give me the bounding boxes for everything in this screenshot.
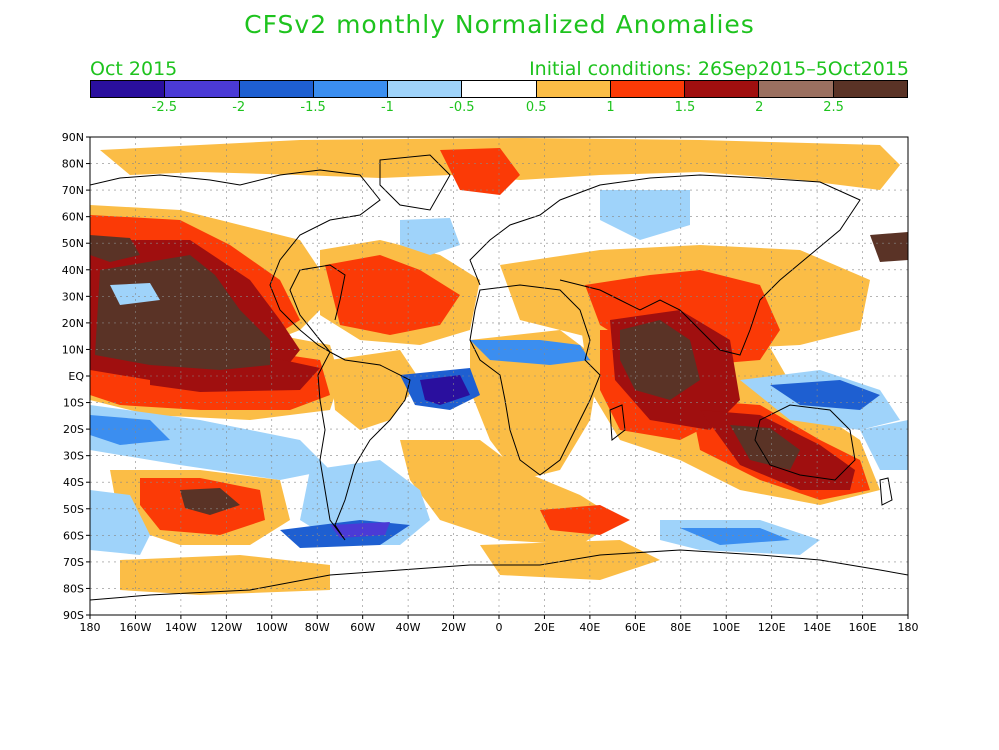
lon-label: 20W [441, 621, 466, 634]
australia-extreme-anomaly [730, 425, 800, 470]
eurasia-coast [469, 174, 861, 356]
lat-label: 20S [63, 423, 84, 436]
lat-label: 90S [63, 609, 84, 622]
lon-label: 160W [120, 621, 152, 634]
anomaly-fields [90, 138, 908, 595]
lat-label: 40S [63, 476, 84, 489]
north-atlantic-cool [400, 218, 460, 255]
lat-label: 70S [63, 556, 84, 569]
south-pacific-cool-band-2 [90, 490, 150, 555]
lat-label: 20N [62, 317, 84, 330]
lat-label: 50N [62, 237, 84, 250]
lon-label: 140E [803, 621, 831, 634]
greenland-coast [379, 154, 451, 211]
southern-atlantic-anomaly [540, 505, 630, 535]
lon-label: 120E [758, 621, 786, 634]
lat-label: 30S [63, 450, 84, 463]
colorbar-swatch [536, 81, 611, 97]
south-pacific-east-cool [860, 420, 908, 470]
lat-label: 90N [62, 131, 84, 144]
africa-warm-region [470, 330, 600, 480]
map-title: CFSv2 monthly Normalized Anomalies [244, 10, 755, 39]
lat-label: 60N [62, 211, 84, 224]
lat-label: 70N [62, 184, 84, 197]
coastlines [90, 154, 908, 601]
dateline-east-extreme-anomaly [870, 232, 908, 262]
colorbar-label: 0.5 [525, 100, 547, 115]
siberia-cool [600, 190, 690, 240]
lon-label: 20E [534, 621, 555, 634]
madagascar-coast [609, 404, 626, 441]
colorbar-swatch [462, 81, 537, 97]
siberia-anomaly [440, 148, 520, 195]
lat-label: 80S [63, 582, 84, 595]
africa-coast [469, 284, 601, 476]
initial-conditions: Initial conditions: 26Sep2015–5Oct2015 [529, 58, 909, 80]
lon-label: 40E [579, 621, 600, 634]
south-america-coast [317, 351, 411, 541]
lon-label: 80W [305, 621, 330, 634]
lat-label: 10N [62, 343, 84, 356]
colorbar-swatch [759, 81, 834, 97]
australia-coast [754, 404, 856, 481]
lon-label: 60E [625, 621, 646, 634]
colorbar [90, 80, 908, 98]
colorbar-label: 1 [606, 100, 615, 115]
equatorial-atlantic-medium-cool [470, 340, 590, 365]
latitude-axis: 90N 80N 70N 60N 50N 40N 30N 20N 10N EQ 10S 20S 30S 40… [62, 131, 90, 622]
colorbar-label: -1.5 [300, 100, 326, 115]
southern-indian-strong-cool [680, 528, 790, 545]
colorbar-label: 2 [755, 100, 764, 115]
colorbar-label: -0.5 [449, 100, 475, 115]
forecast-month: Oct 2015 [90, 58, 178, 80]
dateline-north-extreme-anomaly [90, 235, 140, 262]
colorbar-swatch [165, 81, 240, 97]
graticule [90, 137, 908, 615]
colorbar-swatch [833, 81, 907, 97]
colorbar-label: -2 [232, 100, 246, 115]
longitude-axis: 180 160W 140W 120W 100W 80W 60W 40W 20W 0 20E 40E 60… [80, 615, 919, 634]
lat-label: 30N [62, 290, 84, 303]
lat-label: 50S [63, 503, 84, 516]
colorbar-swatch [610, 81, 686, 97]
lon-label: 60W [350, 621, 375, 634]
colorbar-swatch [685, 81, 760, 97]
colorbar-swatch [313, 81, 389, 97]
indian-extreme-anomaly [620, 320, 700, 400]
lon-label: 100E [712, 621, 740, 634]
pacific-northwest-cool [110, 283, 160, 305]
north-atlantic-anomaly [325, 255, 460, 335]
colorbar-swatch [388, 81, 463, 97]
antarctica-coast [90, 549, 908, 601]
colorbar-label: 2.5 [823, 100, 844, 115]
lon-label: 40W [396, 621, 421, 634]
colorbar-label: 1.5 [674, 100, 696, 115]
lat-label: 10S [63, 397, 84, 410]
lon-label: 80E [670, 621, 691, 634]
lon-label: 100W [256, 621, 288, 634]
lon-label: 160E [849, 621, 877, 634]
lat-label: 60S [63, 529, 84, 542]
lon-label: 140W [165, 621, 197, 634]
new-zealand-coast [879, 477, 893, 506]
colorbar-swatch [239, 81, 314, 97]
south-pacific-west-cool [90, 415, 170, 445]
lon-label: 180 [80, 621, 101, 634]
lat-label: 40N [62, 264, 84, 277]
lon-label: 120W [210, 621, 242, 634]
lon-label: 0 [496, 621, 503, 634]
north-america-coast [90, 169, 381, 353]
southern-pacific-extreme-anomaly [180, 488, 240, 515]
lon-label: 180 [898, 621, 919, 634]
colorbar-swatch [91, 81, 166, 97]
colorbar-label: -1 [380, 100, 394, 115]
colorbar-labels: -2.5 -2 -1.5 -1 -0.5 0.5 1 1.5 2 2.5 [90, 100, 908, 116]
lat-label: 80N [62, 158, 84, 171]
south-atlantic-extreme-cool [420, 375, 470, 405]
drake-passage-extreme-cool [330, 522, 390, 538]
colorbar-label: -2.5 [151, 100, 178, 115]
lat-label: EQ [68, 370, 84, 383]
